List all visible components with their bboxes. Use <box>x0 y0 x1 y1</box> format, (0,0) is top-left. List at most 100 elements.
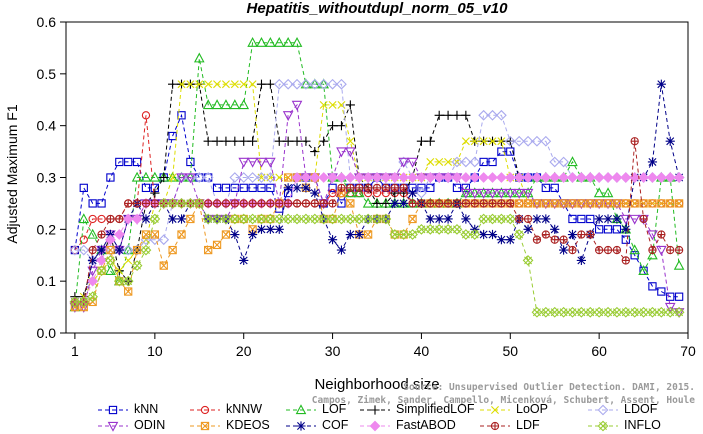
point-ldf <box>150 199 160 208</box>
point-inflo <box>344 213 356 225</box>
legend-label: INFLO <box>624 418 661 432</box>
point-fastabod <box>96 255 107 266</box>
point-cof <box>345 229 355 240</box>
point-inflo <box>451 223 463 235</box>
point-knn <box>488 157 497 167</box>
point-fastabod <box>353 172 365 183</box>
point-ldof <box>300 78 312 90</box>
point-cof <box>461 214 471 224</box>
point-ldf <box>204 199 213 208</box>
point-lof <box>345 187 356 198</box>
point-ldf <box>399 183 408 193</box>
point-odin <box>487 188 498 199</box>
point-ldf <box>461 199 471 208</box>
point-ldf <box>674 245 684 255</box>
point-inflo <box>584 306 596 318</box>
point-fastabod <box>522 172 534 183</box>
point-inflo <box>202 213 214 225</box>
x-tick-label: 30 <box>325 343 341 359</box>
point-loop <box>488 137 497 146</box>
point-ldf <box>390 183 399 193</box>
point-kdeos <box>630 199 639 208</box>
point-inflo <box>620 306 632 318</box>
x-axis-label: Neighborhood size <box>314 376 440 393</box>
point-loop <box>346 137 355 146</box>
point-ldf <box>506 199 515 208</box>
credit-line-1: Source: Unsupervised Outlier Detection. … <box>403 382 695 393</box>
point-loop <box>168 173 177 182</box>
point-ldf <box>319 199 328 208</box>
point-knn <box>586 214 595 224</box>
point-knn <box>648 282 657 291</box>
legend-swatch <box>190 421 220 431</box>
series-ldf <box>70 137 684 307</box>
legend-label: ODIN <box>134 418 166 432</box>
point-fastabod <box>416 172 427 183</box>
point-knn <box>239 183 248 193</box>
point-inflo <box>602 306 614 318</box>
point-fastabod <box>460 172 472 183</box>
point-knn <box>674 292 684 301</box>
point-ldf <box>479 199 488 208</box>
series-layer <box>69 36 685 319</box>
point-knn <box>186 157 195 167</box>
point-inflo <box>673 306 685 318</box>
point-knn <box>248 183 257 193</box>
point-inflo <box>611 306 623 318</box>
point-lof <box>122 244 134 255</box>
point-inflo <box>593 306 605 318</box>
point-inflo <box>442 223 454 235</box>
point-cof <box>292 183 302 193</box>
point-kdeos <box>532 199 542 208</box>
point-inflo <box>96 265 107 277</box>
legend-swatch <box>360 405 390 415</box>
point-fastabod <box>584 172 596 183</box>
point-inflo <box>247 213 258 225</box>
point-cof <box>283 183 293 193</box>
point-inflo <box>380 213 392 225</box>
point-ldf <box>97 230 106 239</box>
point-cof <box>559 245 569 255</box>
legend-label: LDF <box>516 418 540 432</box>
point-ldof <box>558 156 569 168</box>
series-inflo <box>69 198 685 318</box>
point-fastabod <box>371 172 383 183</box>
point-inflo <box>478 213 490 225</box>
point-simplifiedlof <box>248 136 258 146</box>
point-lof <box>131 171 143 182</box>
point-ldf <box>657 230 666 239</box>
point-simplifiedlof <box>443 110 453 120</box>
point-kdeos <box>666 199 675 208</box>
point-simplifiedlof <box>221 136 231 146</box>
point-ldof <box>247 172 258 183</box>
point-kdeos <box>523 199 533 208</box>
point-cof <box>265 224 275 234</box>
point-odin <box>282 111 294 122</box>
point-ldf <box>257 199 266 208</box>
point-fastabod <box>496 172 507 183</box>
point-ldf <box>221 199 231 208</box>
point-kdeos <box>150 230 160 239</box>
point-ldof <box>549 156 561 168</box>
point-inflo <box>193 198 205 209</box>
point-knn <box>97 199 106 208</box>
point-ldf <box>106 214 115 224</box>
legend-label: LoOP <box>516 402 548 416</box>
point-ldf <box>497 199 506 208</box>
point-fastabod <box>344 172 356 183</box>
point-cof <box>88 255 98 266</box>
point-ldf <box>603 245 613 255</box>
series-kdeos <box>70 173 684 312</box>
point-ldf <box>452 199 462 208</box>
point-kdeos <box>346 199 355 208</box>
point-cof <box>256 224 267 234</box>
point-simplifiedlof <box>283 136 293 146</box>
point-knn <box>257 183 266 193</box>
legend-marker <box>295 404 307 415</box>
point-cof <box>96 245 107 255</box>
legend-label: LOF <box>322 402 347 416</box>
point-kdeos <box>168 245 177 255</box>
point-ldof <box>496 109 507 121</box>
point-kdeos <box>559 199 568 208</box>
point-fastabod <box>602 172 614 183</box>
